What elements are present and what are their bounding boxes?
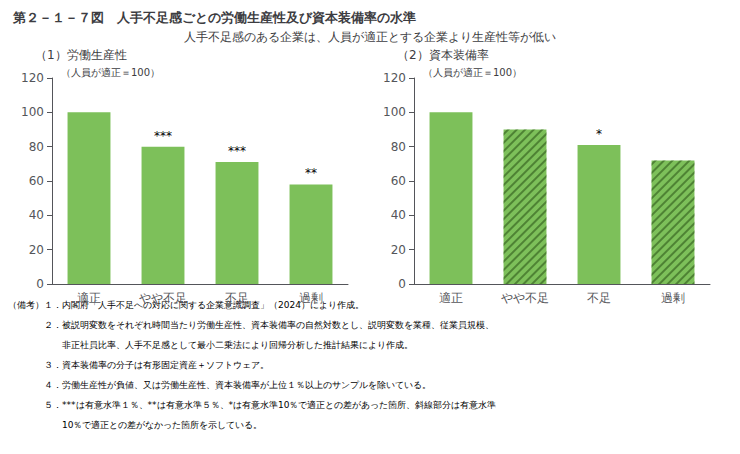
svg-text:***: *** [228,144,246,158]
svg-text:やや不足: やや不足 [501,291,549,305]
svg-text:第２－１－７図 人手不足感ごとの労働生産性及び資本装備率の水: 第２－１－７図 人手不足感ごとの労働生産性及び資本装備率の水準 [12,10,416,25]
svg-text:20: 20 [391,243,406,257]
svg-text:５．***は有意水準１％、**は有意水準５％、*は有意水準1: ５．***は有意水準１％、**は有意水準５％、*は有意水準10％で適正との差があ… [8,400,496,410]
svg-text:（人員が適正＝100）: （人員が適正＝100） [61,67,160,78]
svg-text:10％で適正との差がなかった箇所を示している。: 10％で適正との差がなかった箇所を示している。 [8,420,262,430]
svg-text:４．労働生産性が負値、又は労働生産性、資本装備率が上位１％以: ４．労働生産性が負値、又は労働生産性、資本装備率が上位１％以上のサンプルを除いて… [8,380,431,390]
svg-text:40: 40 [391,208,406,222]
svg-text:100: 100 [383,105,406,119]
svg-text:人手不足感のある企業は、人員が適正とする企業より生産性等が低: 人手不足感のある企業は、人員が適正とする企業より生産性等が低い [184,30,556,44]
svg-text:100: 100 [21,105,44,119]
svg-text:**: ** [305,166,317,180]
svg-text:（2）資本装備率: （2）資本装備率 [397,48,489,62]
svg-text:３．資本装備率の分子は有形固定資産＋ソフトウェア。: ３．資本装備率の分子は有形固定資産＋ソフトウェア。 [8,360,269,370]
svg-text:0: 0 [36,277,44,291]
svg-text:80: 80 [391,140,406,154]
svg-text:60: 60 [29,174,44,188]
svg-text:やや不足: やや不足 [139,291,187,305]
svg-text:0: 0 [398,277,406,291]
svg-text:不足: 不足 [587,291,611,305]
svg-text:120: 120 [21,71,44,85]
svg-text:適正: 適正 [439,291,463,305]
svg-text:40: 40 [29,208,44,222]
svg-text:過剰: 過剰 [661,291,685,305]
svg-text:60: 60 [391,174,406,188]
svg-text:*: * [596,127,602,141]
svg-text:20: 20 [29,243,44,257]
svg-text:過剰: 過剰 [299,291,323,305]
svg-text:非正社員比率、人手不足感として最小二乗法により回帰分析した推: 非正社員比率、人手不足感として最小二乗法により回帰分析した推計結果により作成。 [8,340,413,350]
svg-text:120: 120 [383,71,406,85]
svg-text:適正: 適正 [77,291,101,305]
svg-text:80: 80 [29,140,44,154]
svg-text:（1）労働生産性: （1）労働生産性 [35,48,127,62]
svg-text:***: *** [154,129,172,143]
svg-text:２．被説明変数をそれぞれ時間当たり労働生産性、資本装備率の自: ２．被説明変数をそれぞれ時間当たり労働生産性、資本装備率の自然対数とし、説明変数… [8,320,494,330]
svg-text:（人員が適正＝100）: （人員が適正＝100） [423,67,522,78]
svg-text:不足: 不足 [225,291,249,305]
